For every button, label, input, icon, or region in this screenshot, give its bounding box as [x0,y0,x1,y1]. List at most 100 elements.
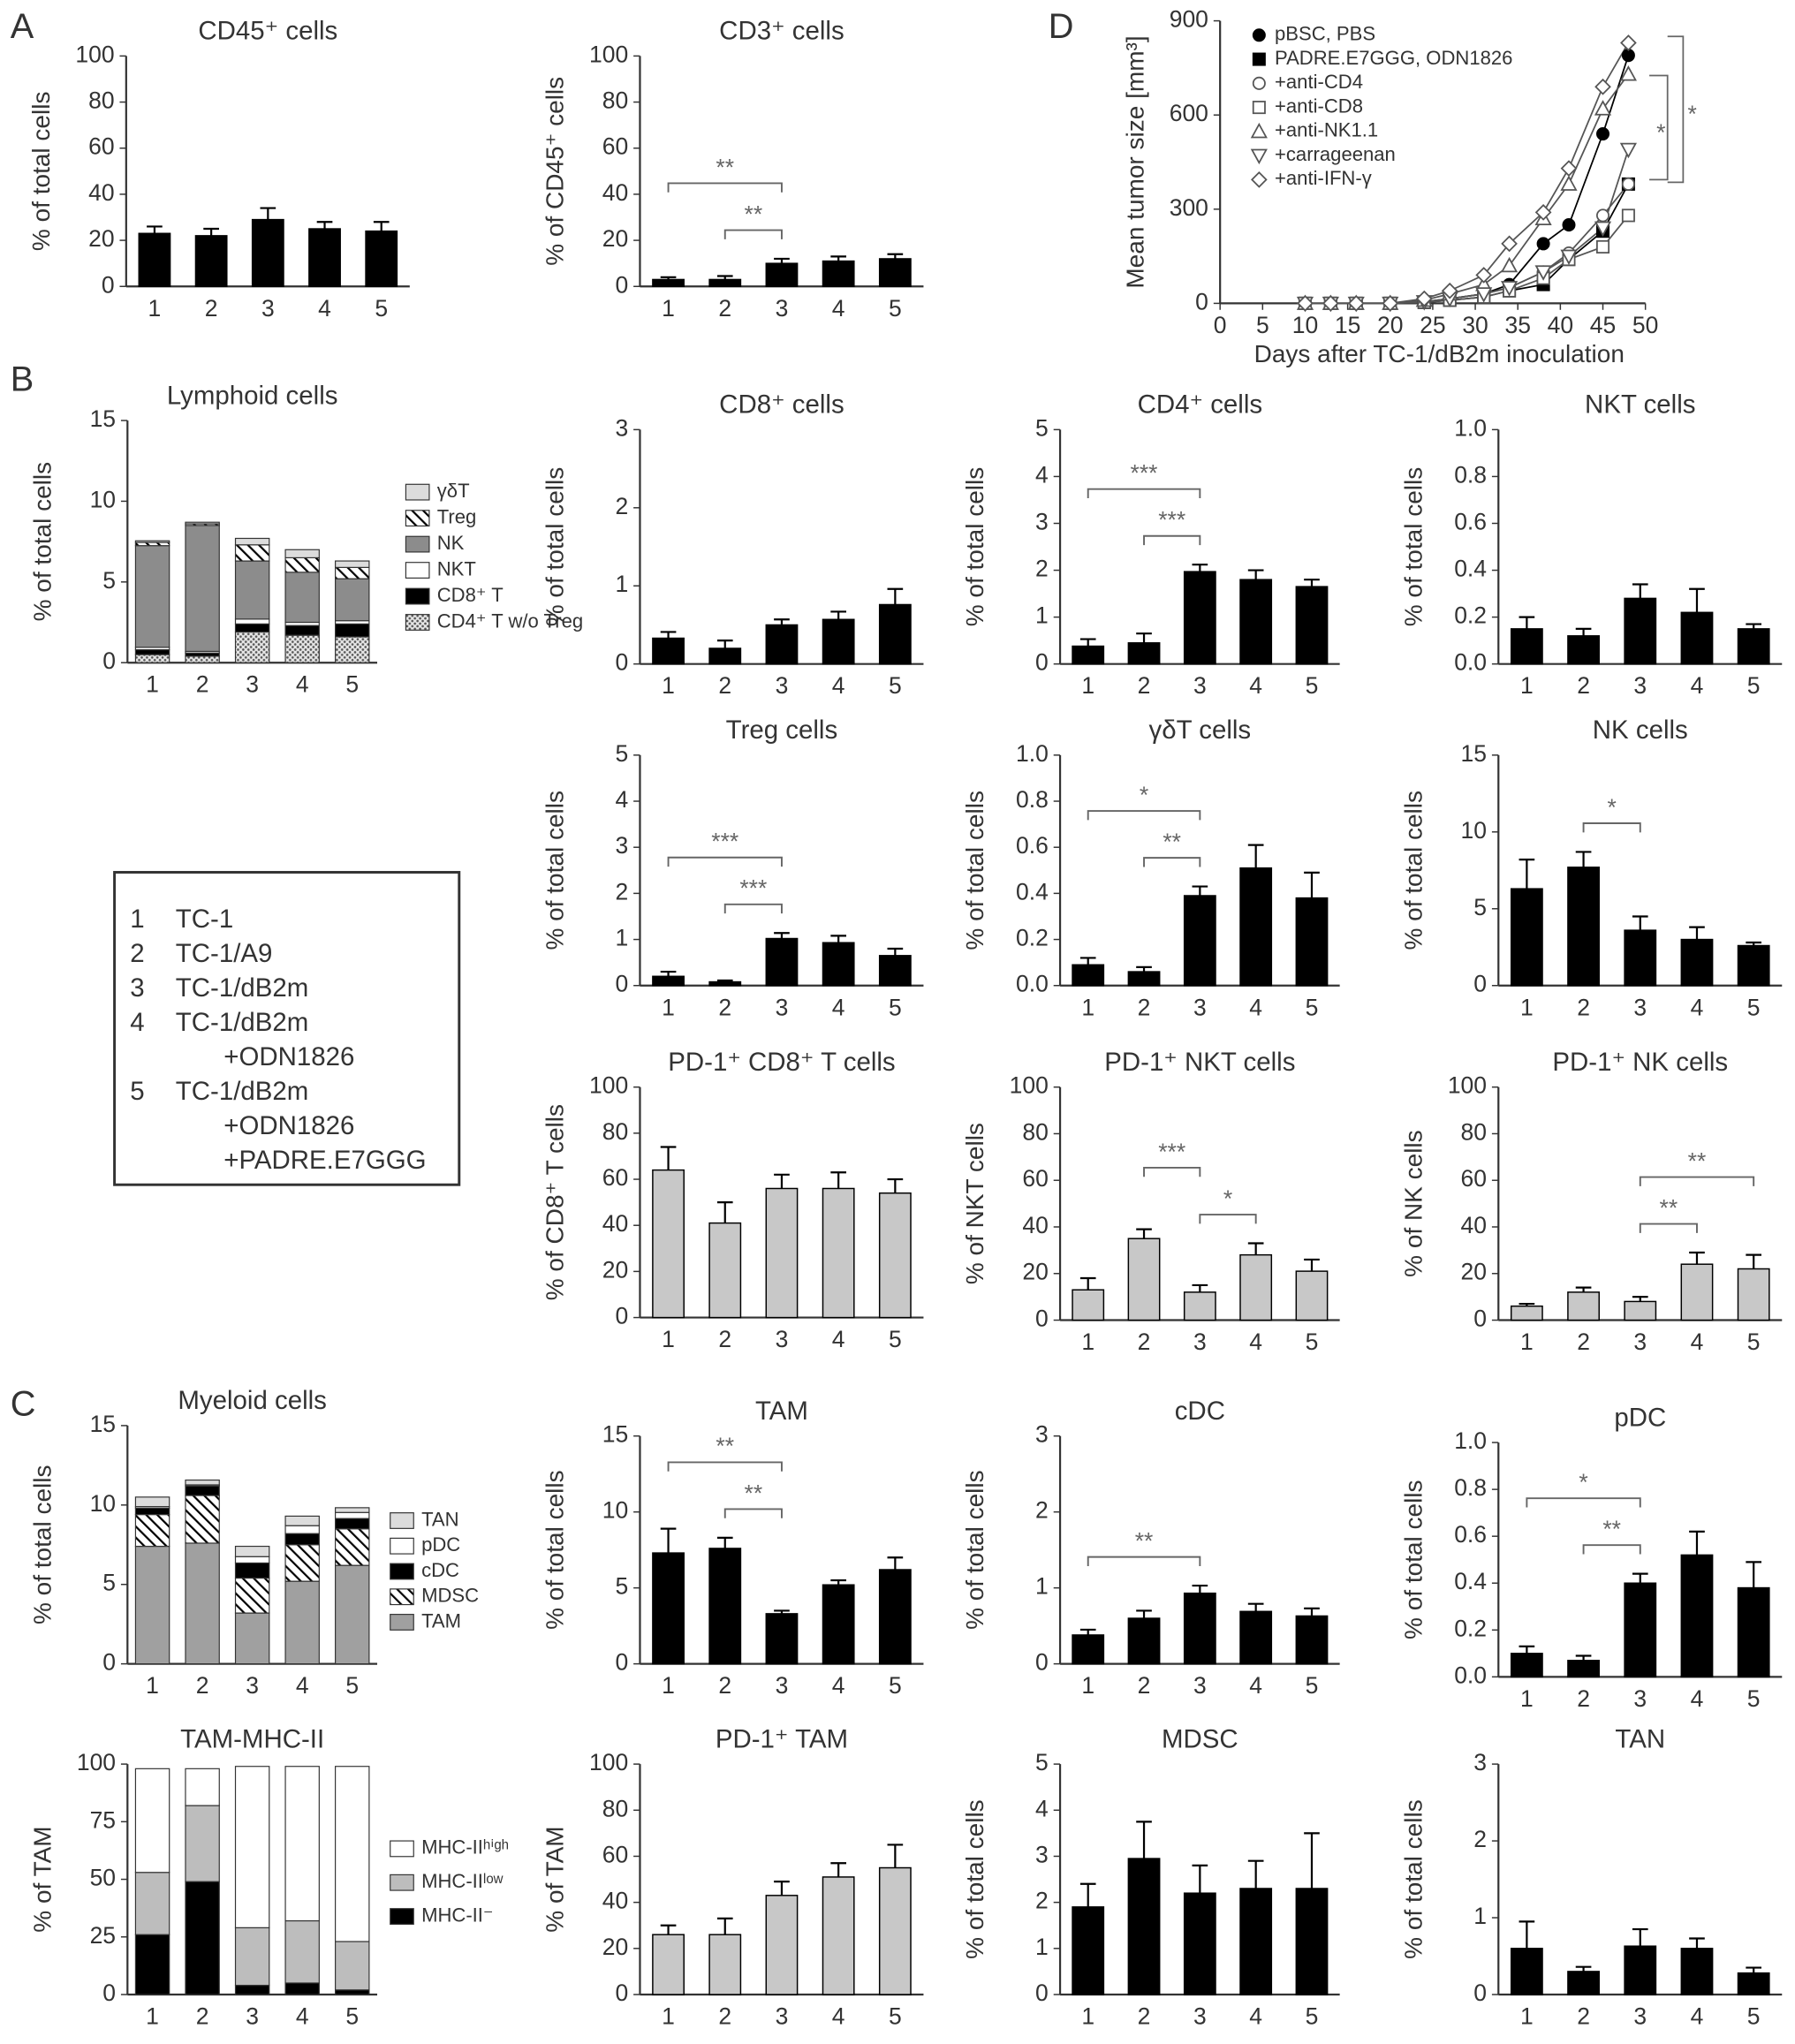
y-axis-label: % of total cells [961,1470,988,1630]
error-bar [887,1843,904,1868]
x-tick-label: 2 [718,994,731,1020]
bar [1127,971,1161,987]
y-axis-label: % of total cells [961,1799,988,1959]
significance-label: ** [1163,829,1181,855]
y-axis-label: % of total cells [1399,791,1427,950]
bar [822,1187,855,1319]
chart-title: TAM-MHC-II [180,1724,324,1753]
x-tick-label: 2 [1138,2003,1151,2030]
y-tick-label: 0.8 [1454,1474,1487,1501]
legend-label: MHC-IIʰⁱᵍʰ [421,1836,509,1859]
y-tick-label: 1.0 [1454,1427,1487,1454]
legend-swatch [390,1588,414,1606]
bar-segment [284,634,320,663]
y-tick-label: 0.6 [1454,1521,1487,1548]
error-bar [1304,1607,1320,1616]
series-line [1305,215,1630,305]
chart-title: NK cells [1593,715,1688,745]
y-axis-label: % of total cells [542,467,569,627]
x-tick-label: 2 [718,1672,731,1699]
error-bar [660,1924,677,1935]
x-tick-label: 3 [246,671,259,698]
y-tick-label: 80 [602,87,628,114]
point [1594,221,1612,238]
legend-marker [1252,52,1266,66]
x-tick-label: 4 [832,2003,845,2030]
bar [1510,1653,1543,1678]
y-tick-label: 20 [602,1256,628,1283]
significance-bracket [1087,810,1201,821]
error-bar [660,276,677,280]
x-tick-label: 3 [776,2003,789,2030]
bar [1510,888,1543,987]
point [1297,295,1314,312]
series-line [1305,183,1630,305]
y-axis-label: % of total cells [542,791,569,950]
y-axis-label: % of TAM [28,1826,56,1932]
legend-label: CD4⁺ T w/o Treg [437,609,583,632]
significance-label: ** [745,201,763,227]
significance-label: *** [1158,1139,1185,1165]
bar [1567,1291,1600,1321]
y-axis-label: % of NK cells [1399,1130,1427,1276]
bar [822,260,855,287]
significance-bracket [667,182,783,193]
x-tick-label: 30 [1462,312,1488,338]
y-tick-label: 40 [1461,1212,1487,1238]
significance-label: *** [1131,459,1158,486]
y-tick-label: 20 [602,1934,628,1960]
bar-segment [234,1562,270,1579]
error-bar [1632,915,1648,931]
error-bar [1575,1286,1592,1292]
bar-segment [234,1766,270,1928]
legend-label: +anti-IFN-γ [1275,167,1372,189]
legend-swatch [405,510,430,527]
bar [1624,929,1657,987]
y-tick-label: 40 [602,1888,628,1914]
y-tick-label: 0 [1035,1649,1049,1676]
chart-title: γδT cells [1149,715,1252,745]
x-tick-label: 2 [196,671,209,698]
y-tick-label: 0.0 [1454,649,1487,676]
x-tick-label: 2 [1577,2003,1590,2030]
x-tick-label: 3 [1633,1329,1647,1355]
y-tick-label: 0 [1473,971,1487,997]
error-bar [1304,579,1320,587]
legend-swatch [405,562,430,579]
group-label: TC-1/dB2m [176,1077,309,1106]
bar-segment [284,625,320,636]
y-tick-label: 0.8 [1454,461,1487,488]
error-bar [830,935,846,943]
error-bar [887,587,904,605]
y-tick-label: 5 [615,740,628,767]
bar-segment [134,540,170,543]
error-bar [1689,1530,1705,1556]
error-bar [1632,1296,1648,1302]
group-number: 1 [130,905,144,934]
x-tick-label: 1 [662,2003,675,2030]
y-tick-label: 1 [615,925,628,951]
error-bar [1079,1882,1096,1907]
y-tick-label: 0.8 [1016,786,1049,813]
bar-segment [234,1577,270,1614]
y-tick-label: 900 [1170,6,1208,33]
legend-swatch [405,614,430,631]
x-tick-label: 5 [1747,672,1761,699]
x-tick-label: 3 [776,994,789,1020]
error-bar [774,1881,790,1896]
y-tick-label: 5 [615,1573,628,1600]
bar [822,1584,855,1665]
x-tick-label: 3 [261,295,275,322]
significance-label: * [1579,1469,1587,1495]
y-tick-label: 0 [102,271,115,298]
bar [1239,867,1273,987]
x-tick-label: 5 [345,671,359,698]
y-axis-label: % of total cells [961,791,988,950]
bar [1295,897,1329,987]
bar [365,230,398,287]
y-axis-label: % of total cells [28,462,56,622]
error-bar [830,1578,846,1586]
y-tick-label: 10 [90,486,116,512]
y-tick-label: 0.0 [1016,971,1049,997]
bar-segment [335,623,370,638]
